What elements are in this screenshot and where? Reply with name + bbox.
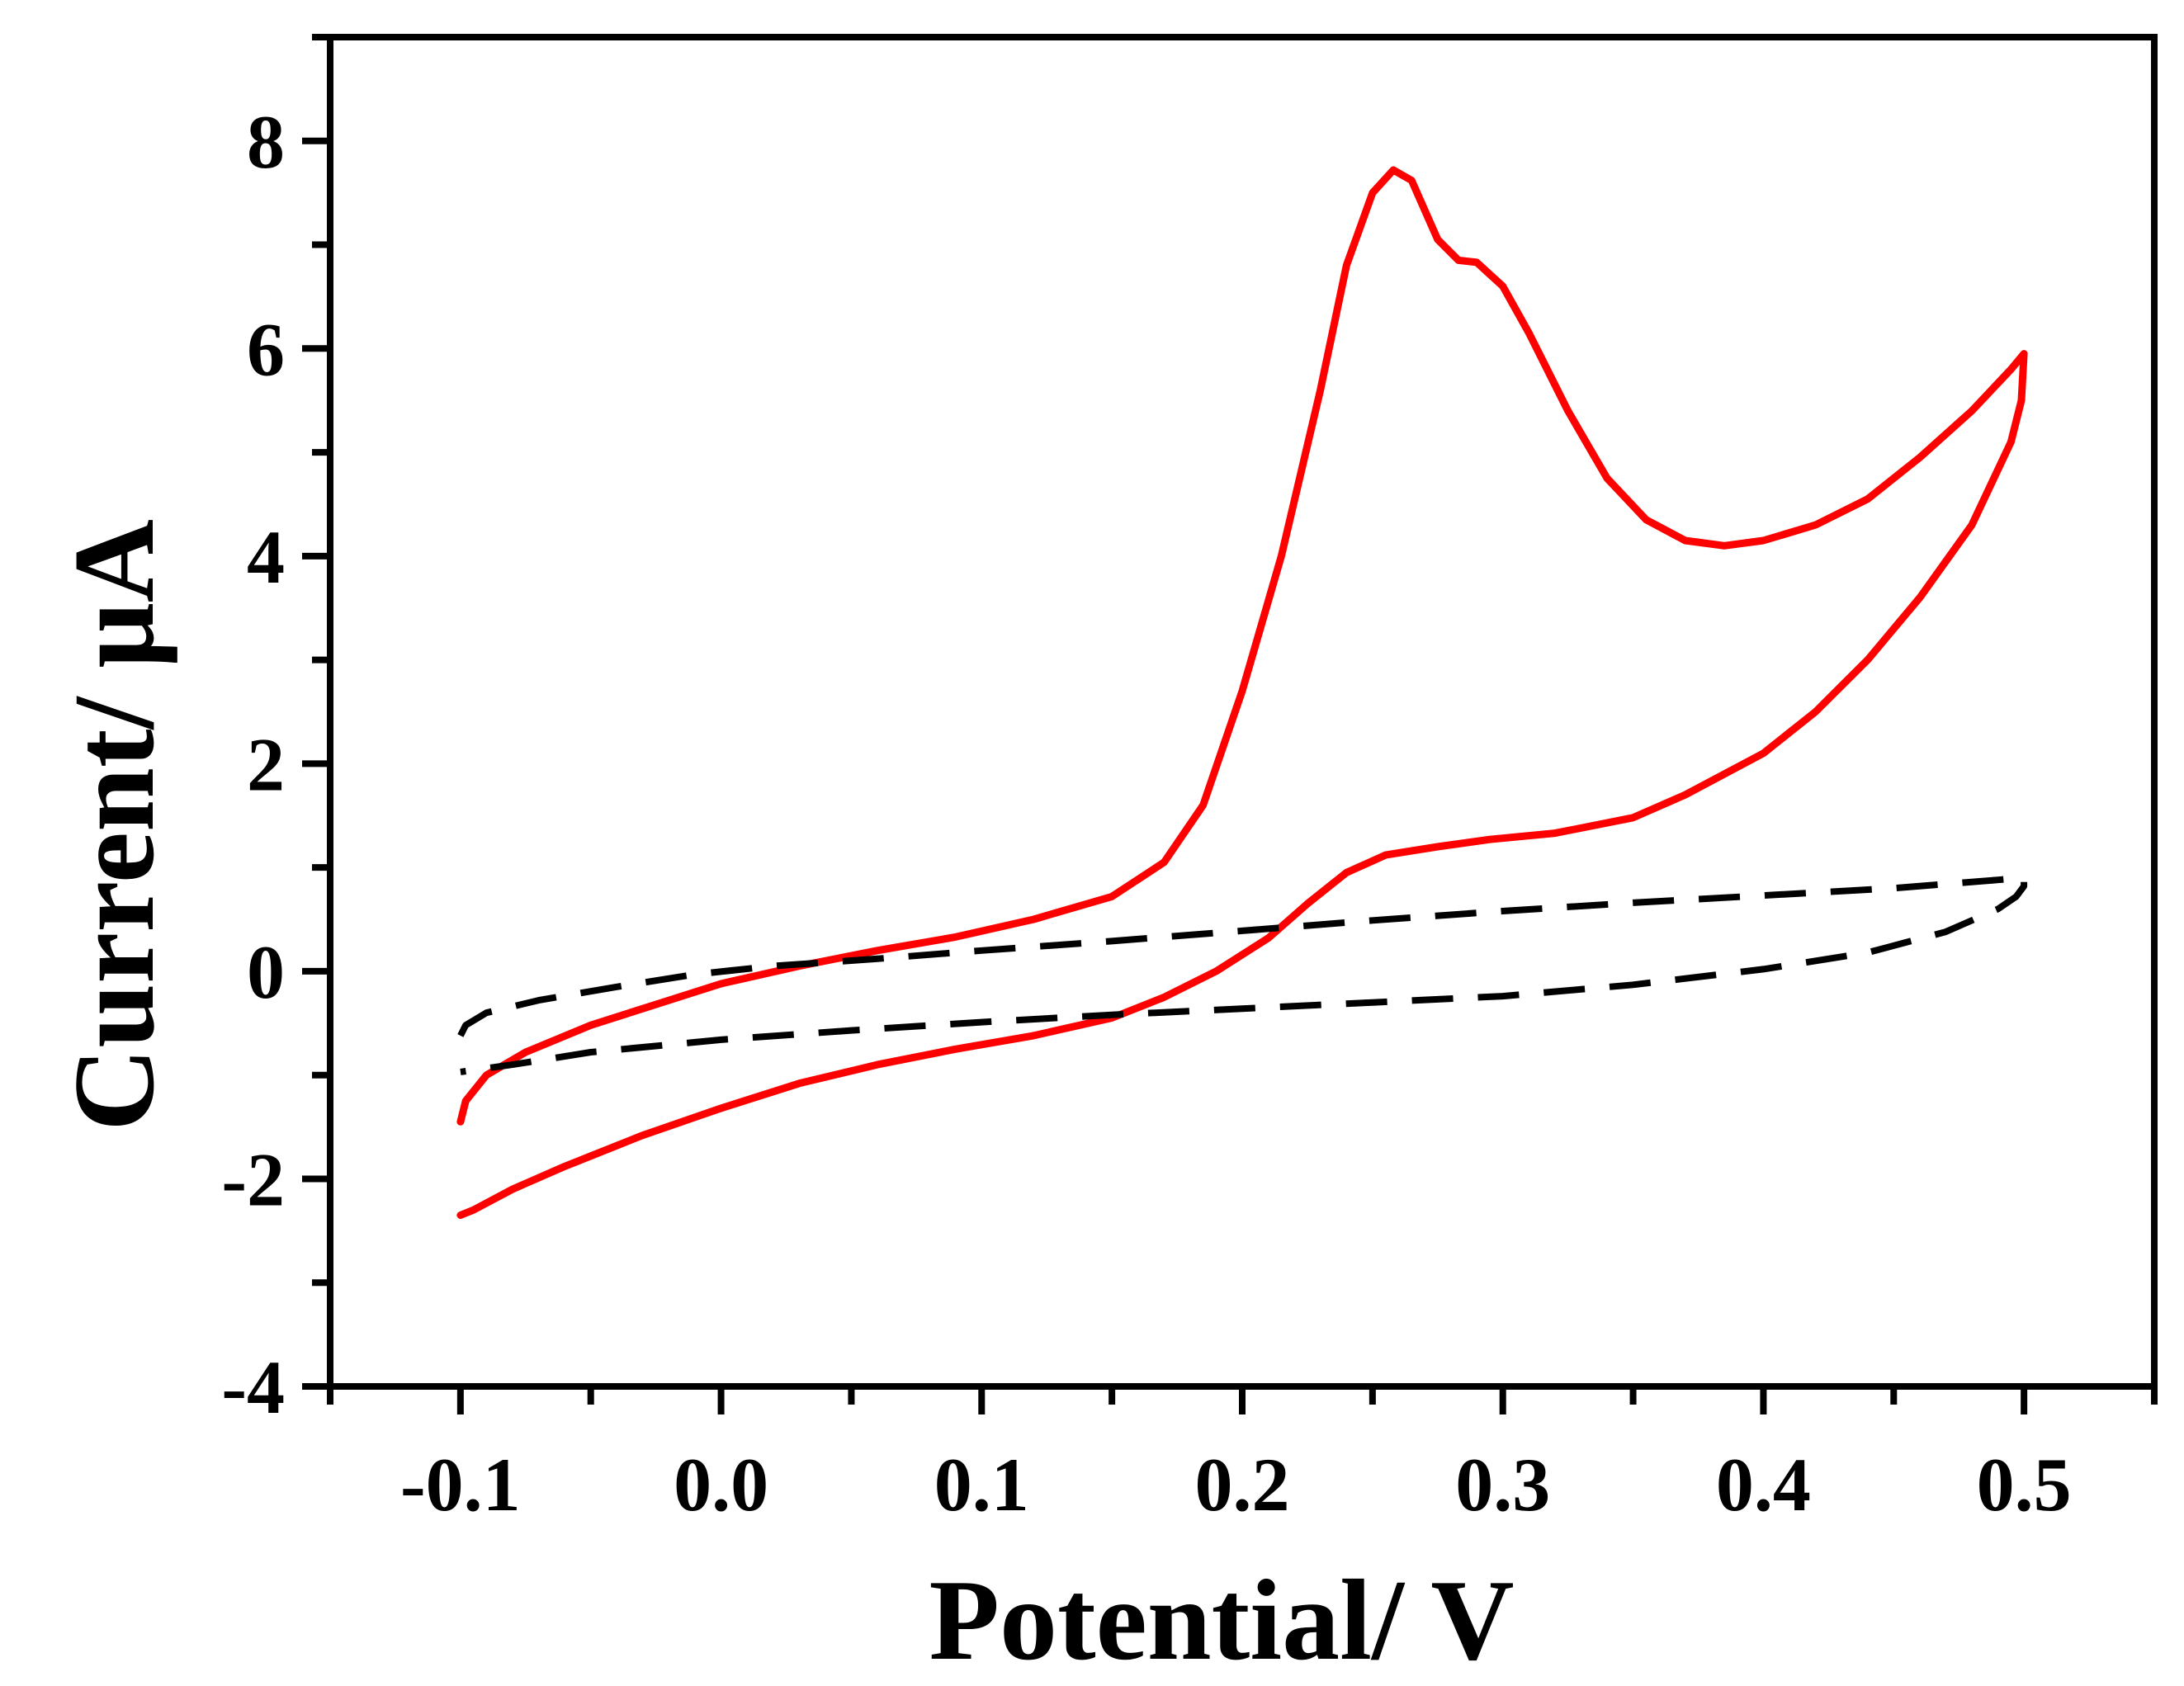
- plot-frame: [327, 34, 2158, 1390]
- y-axis-ticks: -4 -2 0 2 4 6 8: [221, 34, 330, 1429]
- y-tick-label: 8: [247, 100, 285, 184]
- y-tick-label: 2: [247, 722, 285, 806]
- y-tick-label: -2: [221, 1137, 285, 1221]
- y-tick-label: 0: [247, 930, 285, 1014]
- x-tick-label: 0.5: [1977, 1443, 2072, 1527]
- x-tick-label: 0.4: [1716, 1443, 1811, 1527]
- x-axis-ticks: -0.1 0.0 0.1 0.2 0.3 0.4 0.5: [327, 1386, 2158, 1527]
- y-tick-label: -4: [221, 1345, 285, 1429]
- x-tick-label: 0.3: [1455, 1443, 1550, 1527]
- dashed-black-curve: [457, 874, 2028, 1075]
- series-layer: [456, 166, 2028, 1219]
- y-axis-title: Current/ μA: [50, 519, 178, 1131]
- y-tick-label: 4: [247, 515, 285, 599]
- y-tick-label: 6: [247, 307, 285, 391]
- plot-border: [327, 34, 2158, 1390]
- solid-red-curve: [456, 166, 2028, 1219]
- x-tick-label: -0.1: [400, 1443, 521, 1527]
- x-axis-title: Potential/ V: [929, 1556, 1514, 1684]
- x-tick-label: 0.2: [1195, 1443, 1290, 1527]
- x-tick-label: 0.0: [674, 1443, 768, 1527]
- x-tick-label: 0.1: [934, 1443, 1029, 1527]
